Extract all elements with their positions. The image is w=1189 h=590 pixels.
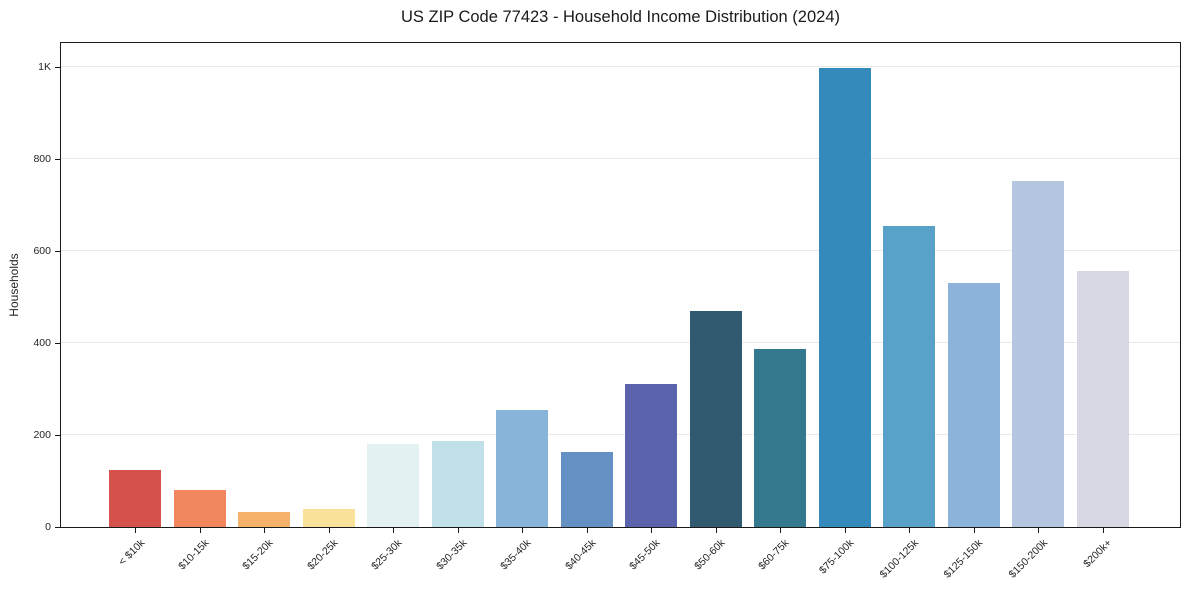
y-axis-label: Households [7,253,21,317]
x-tick-mark-$30-35k [457,528,459,533]
x-tick-label-$30-35k: $30-35k [434,537,470,573]
x-tick-mark-$150-200k [1038,528,1040,533]
bar-$40-45k [560,451,613,527]
x-tick-mark-$125-150k [973,528,975,533]
x-tick-label-$20-25k: $20-25k [305,537,341,573]
x-tick-label-$25-30k: $25-30k [369,537,405,573]
bar-$10-15k [173,489,226,527]
bar-$100-125k [883,225,935,527]
x-tick-mark-$60-75k [780,528,782,533]
x-tick-mark-$75-100k [844,528,846,533]
bar-$200k+ [1076,271,1129,527]
x-tick-label-$40-45k: $40-45k [563,537,599,573]
x-tick-label-$15-20k: $15-20k [240,537,276,573]
bar-$50-60k [689,311,742,527]
gridline-200 [61,434,1180,435]
y-tick-label-0: 0 [45,520,51,533]
x-tick-mark-$20-25k [328,528,330,533]
x-tick-label-$200k+: $200k+ [1081,537,1115,571]
x-tick-mark-$40-45k [586,528,588,533]
y-tick-label-600: 600 [33,244,51,257]
y-tick-mark-800 [55,158,60,160]
x-tick-mark-$15-20k [264,528,266,533]
chart-title: US ZIP Code 77423 - Household Income Dis… [400,8,840,26]
y-tick-label-800: 800 [33,152,51,165]
x-tick-mark-$100-125k [909,528,911,533]
x-tick-mark-$50-60k [715,528,717,533]
bar-$30-35k [431,440,484,527]
y-tick-label-1K: 1K [38,60,51,73]
y-tick-label-200: 200 [33,428,51,441]
x-tick-label-$75-100k: $75-100k [816,537,857,577]
x-tick-mark-$25-30k [393,528,395,533]
bar-$45-50k [625,383,677,527]
gridline-600 [61,250,1180,251]
gridline-1K [61,66,1180,67]
x-tick-label-$35-40k: $35-40k [498,537,534,573]
x-tick-mark-$200k+ [1102,528,1104,533]
gridline-800 [61,158,1180,159]
y-tick-mark-200 [55,434,60,436]
x-tick-mark-< $10k [135,528,137,533]
x-tick-label-$50-60k: $50-60k [692,537,728,573]
bar-$35-40k [496,409,548,527]
bar-$75-100k [818,68,871,527]
bar-$25-30k [367,444,419,527]
x-tick-label-$100-125k: $100-125k [877,537,921,581]
bar-$15-20k [238,511,290,527]
x-tick-mark-$35-40k [522,528,524,533]
y-tick-mark-600 [55,250,60,252]
bar-$150-200k [1012,181,1064,527]
plot-area [60,42,1181,528]
x-tick-label-$150-200k: $150-200k [1006,537,1050,581]
x-tick-mark-$10-15k [199,528,201,533]
bar-$60-75k [754,348,806,527]
gridline-400 [61,342,1180,343]
y-tick-mark-1K [55,66,60,68]
x-tick-label-$45-50k: $45-50k [627,537,663,573]
x-tick-label-$10-15k: $10-15k [176,537,212,573]
bar-< $10k [109,469,161,527]
bar-$125-150k [947,283,1000,527]
y-tick-mark-0 [55,526,60,528]
y-tick-mark-400 [55,342,60,344]
x-tick-mark-$45-50k [651,528,653,533]
bar-$20-25k [302,508,355,527]
x-tick-label-< $10k: < $10k [115,537,147,568]
y-tick-label-400: 400 [33,336,51,349]
x-tick-label-$125-150k: $125-150k [941,537,986,581]
x-tick-label-$60-75k: $60-75k [756,537,792,573]
